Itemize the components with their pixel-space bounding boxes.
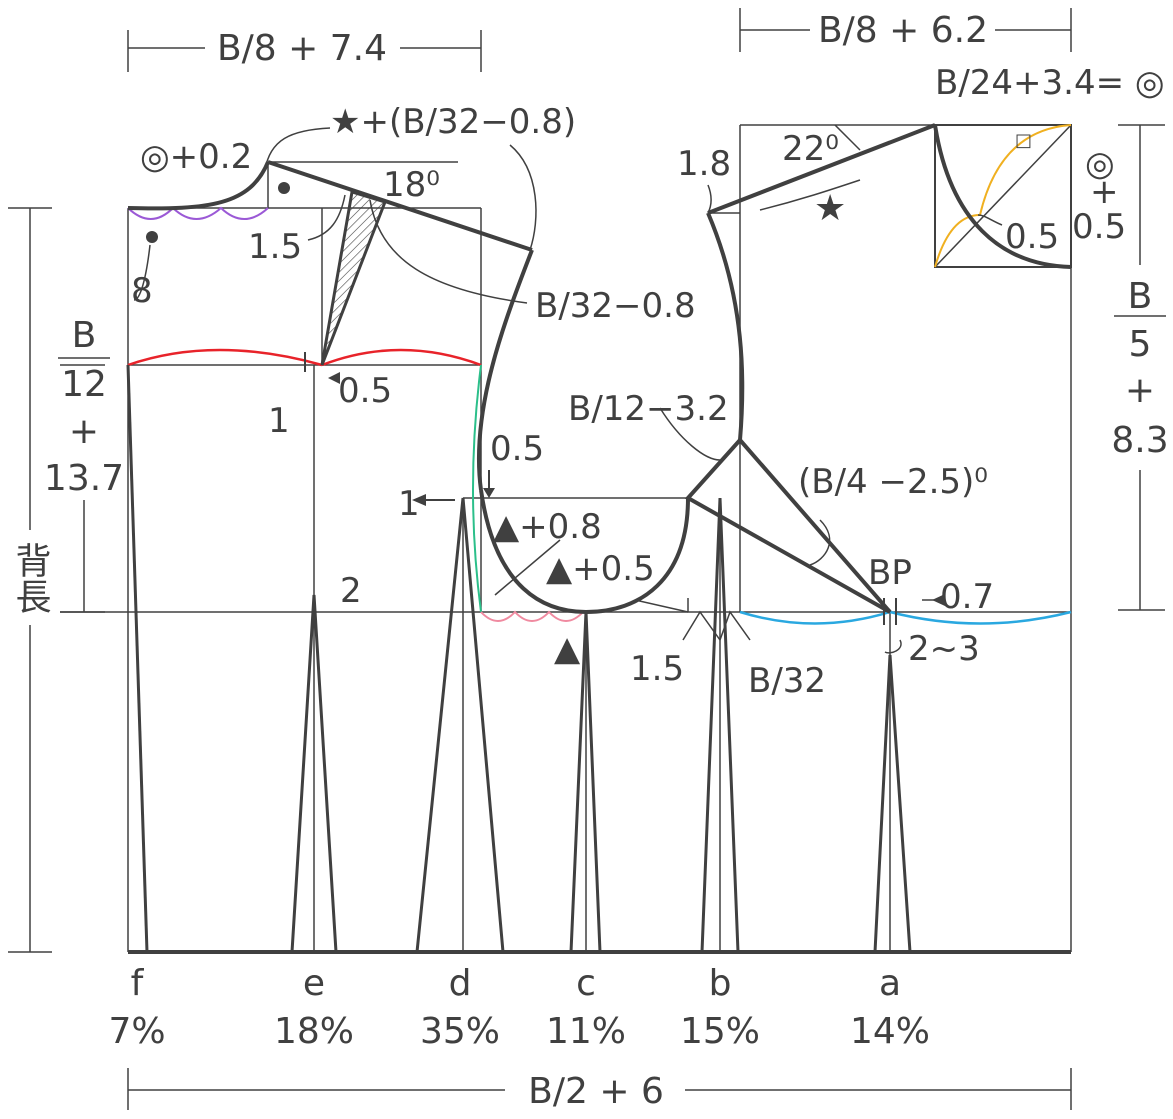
label-1-chest: 1 xyxy=(268,401,290,441)
dimension-back-length: 背長 xyxy=(8,207,52,953)
darts xyxy=(126,364,912,953)
label-bp: BP xyxy=(868,553,912,593)
chest-depth-137: 13.7 xyxy=(44,458,124,499)
label-star: ★ xyxy=(814,188,846,229)
chest-line-left xyxy=(127,348,323,367)
label-neck-back: ◎+0.2 xyxy=(140,137,252,177)
chest-depth-plus: + xyxy=(69,411,99,452)
label-shoulder-star: ★+(B/32−0.8) xyxy=(330,102,576,142)
label-2: 2 xyxy=(340,571,362,611)
bust-line-left xyxy=(739,610,891,625)
dart-d xyxy=(415,497,505,953)
dart-a xyxy=(873,654,912,953)
label-angle-22: 22⁰ xyxy=(782,129,839,169)
label-0-7: 0.7 xyxy=(940,577,994,617)
dart-c-letter: c xyxy=(576,963,596,1004)
dart-f-letter: f xyxy=(131,963,145,1004)
dart-c xyxy=(569,611,602,953)
armhole-bottom-scallops xyxy=(480,610,584,622)
bust-line-right xyxy=(889,610,1072,625)
chest-depth-b: B xyxy=(72,315,97,356)
dart-f xyxy=(126,364,149,953)
back-bodice-outline xyxy=(127,160,587,614)
label-b24: B/24+3.4= ◎ xyxy=(935,63,1165,103)
back-armhole-guide xyxy=(472,364,482,613)
label-1-armhole: 1 xyxy=(398,484,420,524)
dimension-bottom: B/2 + 6 xyxy=(127,1068,1072,1112)
label-b12-32: B/12−3.2 xyxy=(568,389,729,429)
back-neck-scallops xyxy=(127,206,269,220)
label-plus-right: + xyxy=(1090,172,1119,212)
front-depth-5: 5 xyxy=(1129,324,1152,365)
front-neck-guide-lower xyxy=(934,214,981,268)
dart-a-letter: a xyxy=(879,963,901,1004)
top-left-width-label: B/8 + 7.4 xyxy=(217,28,387,69)
label-1-5-bottom: 1.5 xyxy=(630,649,684,689)
dimension-top-left: B/8 + 7.4 xyxy=(127,28,482,72)
neck-dot xyxy=(146,231,158,243)
bottom-width-label: B/2 + 6 xyxy=(528,1071,664,1112)
front-depth-b: B xyxy=(1128,276,1153,317)
armhole-guides xyxy=(494,539,689,613)
dimension-front-depth: B 5 + 8.3 xyxy=(1111,124,1169,611)
label-2-3: 2~3 xyxy=(908,629,980,669)
front-depth-plus: + xyxy=(1125,370,1155,411)
front-depth-83: 8.3 xyxy=(1111,420,1168,461)
dart-e xyxy=(290,594,338,953)
label-1-5-shoulder: 1.5 xyxy=(248,227,302,267)
dart-e-letter: e xyxy=(303,963,325,1004)
shoulder-dart xyxy=(320,190,387,366)
label-0-5-armhole: 0.5 xyxy=(490,429,544,469)
label-0-5-right: 0.5 xyxy=(1072,207,1126,247)
chest-line-right xyxy=(321,348,482,367)
dart-a-percent: 14% xyxy=(850,1011,930,1052)
dart-f-percent: 7% xyxy=(108,1011,165,1052)
back-length-label: 背長 xyxy=(10,542,51,614)
dart-d-letter: d xyxy=(449,963,472,1004)
dimension-chest-depth: B 12 + 13.7 xyxy=(44,315,124,613)
label-b32: B/32 xyxy=(748,661,826,701)
top-right-width-label: B/8 + 6.2 xyxy=(818,10,988,51)
label-square: □ xyxy=(1015,130,1032,151)
leader-lines xyxy=(133,127,1003,654)
dart-c-percent: 11% xyxy=(546,1011,626,1052)
front-neck-square xyxy=(934,124,1072,268)
label-tri-05: ▲+0.5 xyxy=(546,549,655,589)
shoulder-dot xyxy=(278,182,290,194)
label-triangle: ▲ xyxy=(554,629,581,669)
chest-depth-12: 12 xyxy=(61,364,107,405)
label-1-8: 1.8 xyxy=(677,144,731,184)
label-tri-08: ▲+0.8 xyxy=(493,507,602,547)
label-b32-08: B/32−0.8 xyxy=(535,286,696,326)
label-0-5-square: 0.5 xyxy=(1005,217,1059,257)
dart-labels: f 7% e 18% d 35% c 11% b 15% a 14% xyxy=(108,963,930,1052)
dimension-top-right: B/8 + 6.2 xyxy=(739,8,1072,52)
label-angle-18: 18⁰ xyxy=(383,165,440,205)
dart-b xyxy=(700,497,740,953)
dart-b-letter: b xyxy=(709,963,732,1004)
dart-e-percent: 18% xyxy=(274,1011,354,1052)
dart-d-percent: 35% xyxy=(420,1011,500,1052)
arrow-markers xyxy=(328,372,945,606)
front-bodice-outline xyxy=(585,123,1072,614)
label-b4-25: (B/4 −2.5)⁰ xyxy=(798,462,988,502)
label-0-5-chest: 0.5 xyxy=(338,371,392,411)
annotations: ◎+0.2 ★+(B/32−0.8) 18⁰ 1.5 8 B/32−0.8 1 … xyxy=(131,63,1165,701)
front-neck-guide-upper xyxy=(979,124,1072,216)
dart-b-percent: 15% xyxy=(680,1011,760,1052)
label-8: 8 xyxy=(131,271,153,311)
label-circle-right: ◎ xyxy=(1085,144,1115,184)
